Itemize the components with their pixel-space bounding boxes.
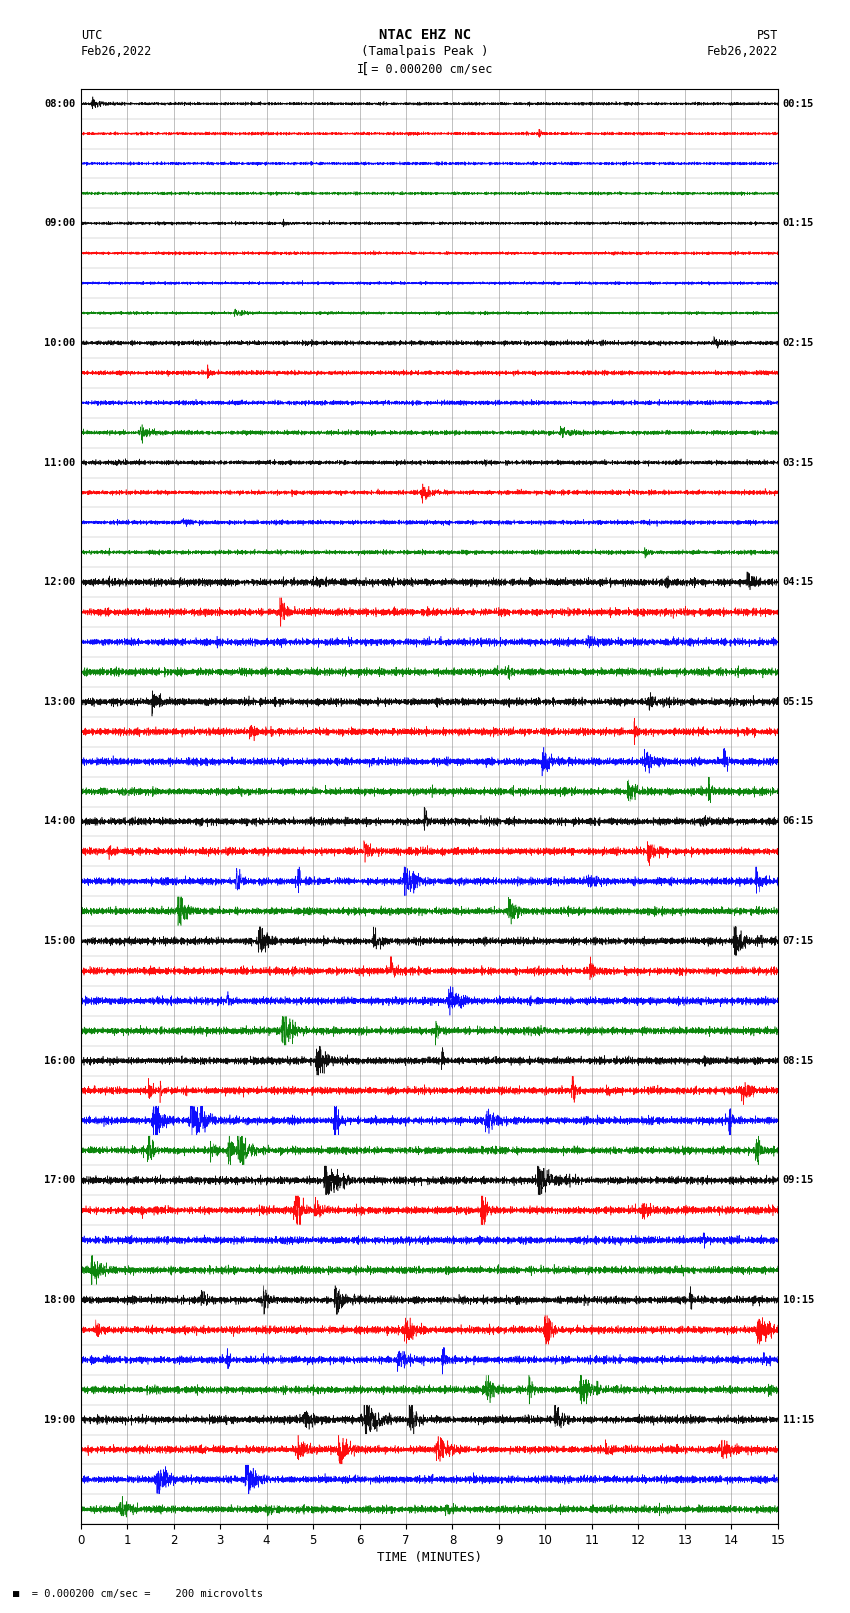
Text: 15:00: 15:00 — [44, 936, 76, 947]
Text: UTC: UTC — [81, 29, 102, 42]
X-axis label: TIME (MINUTES): TIME (MINUTES) — [377, 1552, 482, 1565]
Text: Feb26,2022: Feb26,2022 — [81, 45, 152, 58]
Text: I = 0.000200 cm/sec: I = 0.000200 cm/sec — [357, 63, 493, 76]
Text: 09:15: 09:15 — [783, 1176, 814, 1186]
Text: 08:00: 08:00 — [44, 98, 76, 108]
Text: 01:15: 01:15 — [783, 218, 814, 229]
Text: 03:15: 03:15 — [783, 458, 814, 468]
Text: Feb26,2022: Feb26,2022 — [706, 45, 778, 58]
Text: 02:15: 02:15 — [783, 339, 814, 348]
Text: 07:15: 07:15 — [783, 936, 814, 947]
Text: 10:15: 10:15 — [783, 1295, 814, 1305]
Text: 05:15: 05:15 — [783, 697, 814, 706]
Text: 04:15: 04:15 — [783, 577, 814, 587]
Text: NTAC EHZ NC: NTAC EHZ NC — [379, 29, 471, 42]
Text: 11:00: 11:00 — [44, 458, 76, 468]
Text: (Tamalpais Peak ): (Tamalpais Peak ) — [361, 45, 489, 58]
Text: 17:00: 17:00 — [44, 1176, 76, 1186]
Text: 16:00: 16:00 — [44, 1057, 76, 1066]
Text: 10:00: 10:00 — [44, 339, 76, 348]
Text: 06:15: 06:15 — [783, 816, 814, 826]
Text: 14:00: 14:00 — [44, 816, 76, 826]
Text: 18:00: 18:00 — [44, 1295, 76, 1305]
Text: [: [ — [361, 63, 370, 76]
Text: 11:15: 11:15 — [783, 1415, 814, 1424]
Text: 19:00: 19:00 — [44, 1415, 76, 1424]
Text: PST: PST — [756, 29, 778, 42]
Text: 13:00: 13:00 — [44, 697, 76, 706]
Text: 09:00: 09:00 — [44, 218, 76, 229]
Text: 00:15: 00:15 — [783, 98, 814, 108]
Text: 12:00: 12:00 — [44, 577, 76, 587]
Text: 08:15: 08:15 — [783, 1057, 814, 1066]
Text: ■  = 0.000200 cm/sec =    200 microvolts: ■ = 0.000200 cm/sec = 200 microvolts — [13, 1589, 263, 1598]
